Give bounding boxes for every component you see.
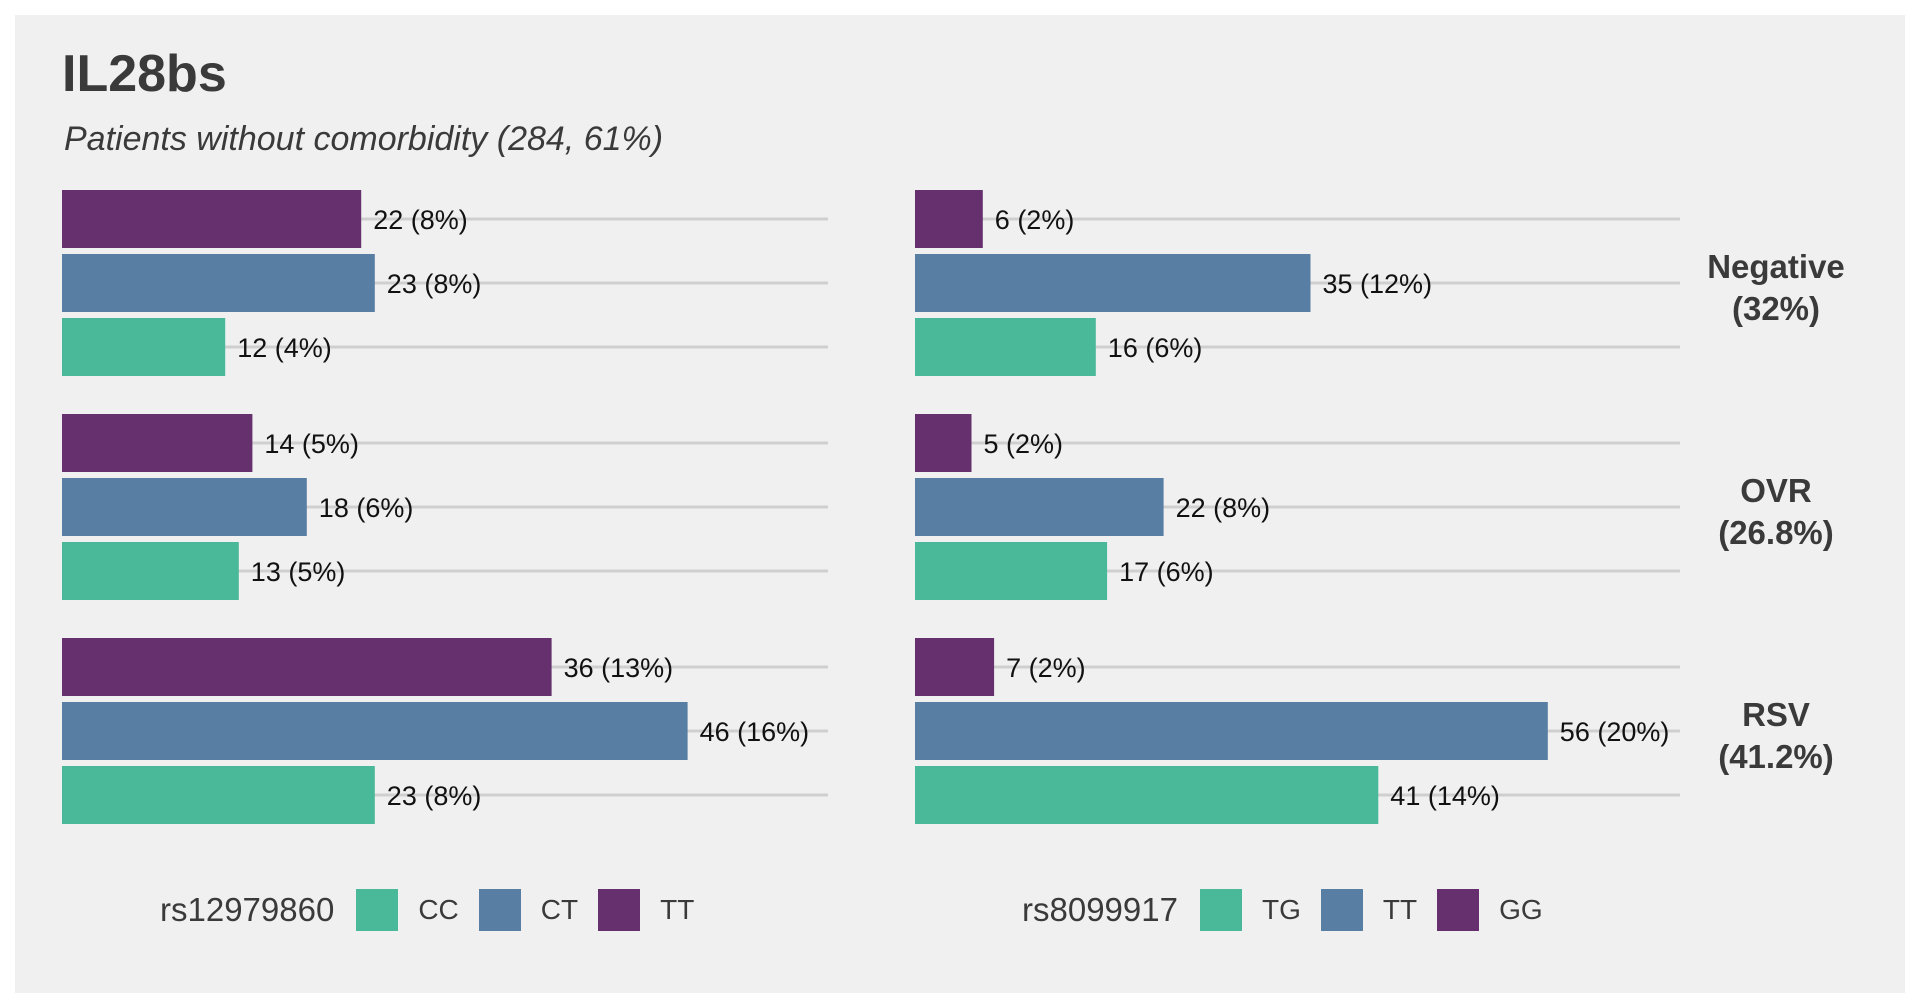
legend-label-tt: TT	[1382, 894, 1418, 925]
bar-rs8099917-gg	[915, 414, 972, 472]
legend-key-ct: CT	[478, 889, 579, 931]
legend-key-tt: TT	[598, 889, 694, 931]
legend-label-ct: CT	[540, 894, 579, 925]
legend-key-tt: TT	[1320, 889, 1418, 931]
bar-value-label: 56 (20%)	[1560, 717, 1670, 747]
bar-value-label: 16 (6%)	[1108, 333, 1203, 363]
bar-value-label: 23 (8%)	[387, 269, 482, 299]
bar-value-label: 13 (5%)	[251, 557, 346, 587]
bar-rs12979860-cc	[62, 542, 239, 600]
legend-label-tt: TT	[660, 894, 695, 925]
bar-value-label: 12 (4%)	[237, 333, 332, 363]
bar-value-label: 22 (8%)	[373, 205, 468, 235]
legend-title: rs12979860	[160, 891, 335, 928]
bar-value-label: 22 (8%)	[1176, 493, 1271, 523]
legend-rs12979860: rs12979860 CC CT TT	[160, 887, 714, 933]
legend-key-gg: GG	[1437, 889, 1543, 931]
bar-rs8099917-tt	[915, 478, 1164, 536]
bar-value-label: 41 (14%)	[1390, 781, 1500, 811]
legend-key-tg: TG	[1199, 889, 1301, 931]
bar-value-label: 7 (2%)	[1006, 653, 1086, 683]
legend-key-cc: CC	[356, 889, 459, 931]
bar-value-label: 14 (5%)	[264, 429, 359, 459]
legend-rs8099917: rs8099917 TG TT GG	[1022, 887, 1563, 933]
bar-value-label: 5 (2%)	[984, 429, 1064, 459]
row-label: RSV (41.2%)	[1718, 696, 1834, 775]
bar-value-label: 18 (6%)	[319, 493, 414, 523]
bar-rs12979860-ct	[62, 254, 375, 312]
bar-rs12979860-cc	[62, 766, 375, 824]
bar-rs8099917-tt	[915, 702, 1548, 760]
bar-rs12979860-ct	[62, 478, 307, 536]
legend-swatch-gg	[1437, 889, 1480, 931]
legend-swatch-tg	[1199, 889, 1242, 931]
legend-label-gg: GG	[1499, 894, 1543, 925]
bar-value-label: 17 (6%)	[1119, 557, 1214, 587]
bar-value-label: 6 (2%)	[995, 205, 1075, 235]
legend-title: rs8099917	[1022, 891, 1178, 928]
bar-rs12979860-tt	[62, 638, 552, 696]
bar-rs8099917-gg	[915, 190, 983, 248]
bar-rs12979860-ct	[62, 702, 688, 760]
bar-rs12979860-tt	[62, 190, 362, 248]
chart-subtitle: Patients without comorbidity (284, 61%)	[64, 120, 664, 158]
legend-swatch-tt	[598, 889, 641, 931]
bar-rs12979860-tt	[62, 414, 253, 472]
legend-label-cc: CC	[418, 894, 459, 925]
bar-value-label: 23 (8%)	[387, 781, 482, 811]
legend-swatch-ct	[478, 889, 521, 931]
bar-rs12979860-cc	[62, 318, 226, 376]
bar-rs8099917-tg	[915, 318, 1096, 376]
chart-title: IL28bs	[62, 45, 227, 103]
bar-rs8099917-tt	[915, 254, 1311, 312]
bar-value-label: 36 (13%)	[564, 653, 674, 683]
bar-rs8099917-gg	[915, 638, 995, 696]
row-label: Negative (32%)	[1707, 248, 1845, 327]
bar-rs8099917-tg	[915, 766, 1379, 824]
bar-rs8099917-tg	[915, 542, 1108, 600]
row-label: OVR (26.8%)	[1718, 472, 1834, 551]
legend-label-tg: TG	[1261, 894, 1301, 925]
bar-value-label: 46 (16%)	[700, 717, 810, 747]
legend-swatch-cc	[356, 889, 399, 931]
bar-value-label: 35 (12%)	[1323, 269, 1433, 299]
legend-swatch-tt	[1320, 889, 1363, 931]
